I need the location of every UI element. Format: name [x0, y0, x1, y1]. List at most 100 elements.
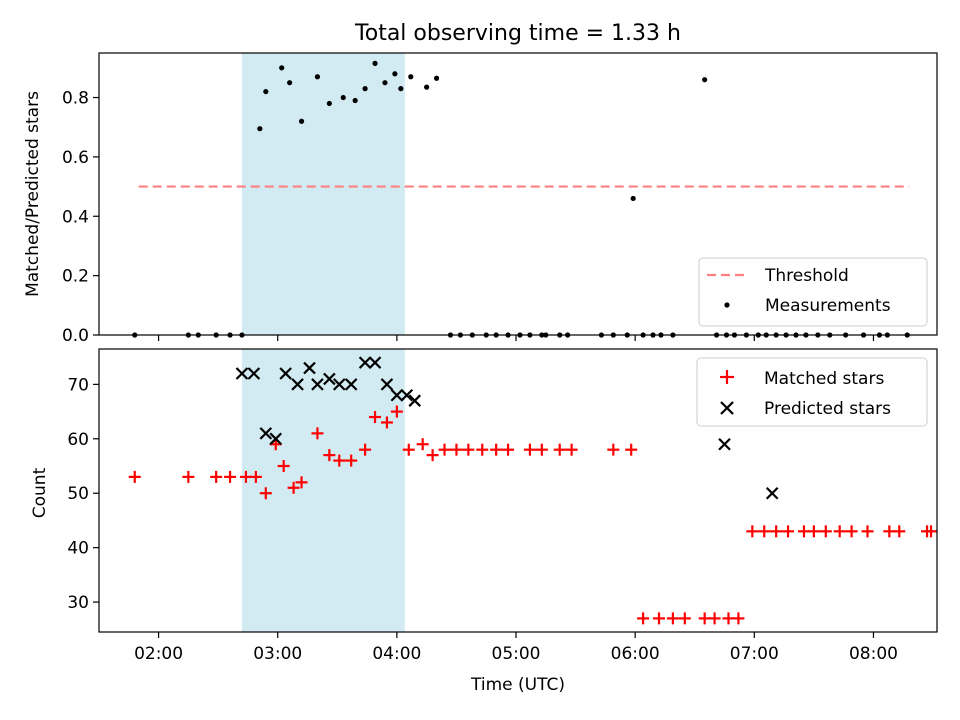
matched-star-point [476, 443, 489, 456]
measurement-point [433, 75, 440, 81]
measurement-point [392, 71, 398, 77]
y-tick-label: 60 [67, 430, 89, 450]
matched-star-point [402, 443, 415, 456]
legend-threshold-label: Threshold [764, 266, 849, 286]
predicted-star-point [323, 372, 336, 386]
bottom-x-axis-label: Time (UTC) [470, 675, 565, 695]
matched-star-point [287, 481, 300, 494]
matched-star-point [845, 525, 858, 538]
top-y-axis-label: Matched/Predicted stars [23, 91, 43, 297]
bottom-legend: Matched stars Predicted stars [696, 357, 928, 427]
y-tick-label: 50 [67, 484, 89, 504]
matched-star-point [462, 443, 475, 456]
predicted-star-point [408, 394, 422, 407]
top-y-axis-ticks: 0.0 0.2 0.4 0.6 0.8 [62, 89, 99, 346]
y-tick-label: 0.0 [62, 326, 89, 346]
bottom-panel: 30 40 50 60 70 02:00 03:00 04:00 05:00 06:00 07:0… [30, 348, 938, 695]
matched-star-point [369, 411, 382, 424]
matched-star-point [819, 525, 832, 538]
matched-star-point [426, 449, 439, 462]
predicted-star-point [380, 378, 394, 391]
measurement-point [279, 65, 285, 71]
matched-star-point [666, 612, 679, 625]
measurement-point [326, 100, 332, 107]
matched-star-point [678, 612, 691, 625]
matched-star-point [295, 476, 308, 489]
matched-star-point [925, 525, 938, 538]
predicted-star-point [368, 356, 382, 369]
top-highlight-span [241, 53, 405, 335]
matched-star-point [390, 405, 403, 418]
predicted-star-point [259, 427, 273, 440]
matched-star-point [758, 525, 771, 538]
measurement-point [398, 86, 404, 92]
matched-star-point [323, 449, 336, 462]
x-tick-label: 05:00 [492, 644, 541, 664]
matched-star-point [416, 438, 429, 451]
matched-star-point [708, 612, 721, 625]
y-tick-label: 0.4 [62, 207, 89, 227]
predicted-star-point [279, 367, 292, 380]
predicted-star-point [718, 437, 731, 451]
top-plot-frame [98, 52, 938, 336]
matched-star-point [502, 443, 515, 456]
measurement-point [257, 126, 263, 132]
matched-star-point [259, 487, 272, 500]
measurement-point [287, 80, 293, 86]
measurement-point [408, 74, 414, 80]
measurement-point [630, 195, 636, 202]
top-x-axis-ticks [157, 335, 875, 341]
predicted-star-point [311, 378, 324, 391]
matched-star-point [652, 612, 665, 625]
predicted-star-point [235, 367, 249, 380]
measurement-point [314, 74, 321, 80]
predicted-star-point [400, 388, 414, 402]
bottom-y-axis-ticks: 30 40 50 60 70 [67, 375, 99, 613]
x-tick-label: 02:00 [134, 644, 183, 664]
bottom-y-axis-label: Count [30, 467, 50, 518]
legend-predicted-label: Predicted stars [764, 399, 891, 419]
matched-star-point [224, 470, 237, 483]
x-tick-label: 07:00 [730, 644, 779, 664]
predicted-star-point [303, 361, 316, 375]
bottom-legend-box [696, 357, 928, 427]
y-tick-label: 0.2 [62, 267, 89, 287]
matched-star-point [333, 454, 346, 467]
top-chart-title: Total observing time = 1.33 h [354, 21, 681, 46]
matched-star-point [380, 416, 393, 429]
predicted-star-point [333, 378, 346, 391]
predicted-star-point [358, 356, 372, 369]
matched-star-point [807, 525, 820, 538]
matched-star-point [490, 443, 503, 456]
matched-star-point [732, 612, 745, 625]
measurement-point [263, 88, 269, 95]
matched-star-point [210, 470, 223, 483]
matched-star-point [553, 443, 566, 456]
top-panel: 0.00.20.40.60.8 Matched/Predicted stars … [23, 52, 938, 346]
matched-star-point [893, 525, 906, 538]
matched-star-point [450, 443, 463, 456]
matched-star-point [607, 443, 620, 456]
matched-star-point [625, 443, 638, 456]
bottom-highlight-span [241, 349, 405, 632]
measurement-point [372, 60, 378, 66]
top-legend-box [698, 257, 928, 327]
x-tick-label: 04:00 [372, 644, 421, 664]
matched-star-point [637, 612, 650, 625]
top-legend: Threshold Measurements [698, 257, 928, 327]
measurement-point [382, 80, 388, 86]
matched-stars-points [128, 405, 938, 625]
predicted-star-point [291, 378, 304, 391]
y-tick-label: 0.8 [62, 89, 89, 109]
matched-star-point [523, 443, 536, 456]
x-tick-label: 03:00 [253, 644, 302, 664]
matched-star-point [833, 525, 846, 538]
measurement-point [424, 84, 430, 90]
matched-star-point [311, 427, 324, 440]
matched-star-point [438, 443, 451, 456]
predicted-star-point [344, 378, 358, 391]
matched-star-point [182, 470, 195, 483]
matched-star-point [249, 470, 262, 483]
matched-star-point [782, 525, 795, 538]
